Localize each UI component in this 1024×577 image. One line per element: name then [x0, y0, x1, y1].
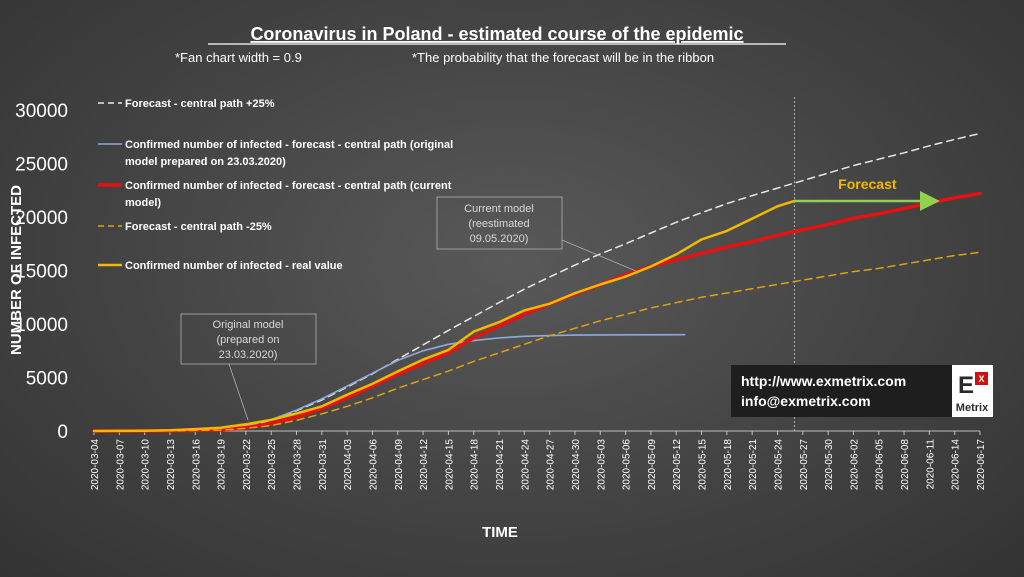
legend-label-current: Confirmed number of infected - forecast … [125, 180, 454, 209]
legend-label-original: Confirmed number of infected - forecast … [125, 139, 456, 168]
legend-label-original-line1: Confirmed number of infected - forecast … [125, 139, 453, 151]
x-tick-label: 2020-06-14 [951, 439, 962, 491]
x-tick-label: 2020-03-10 [141, 439, 152, 491]
x-tick-label: 2020-05-18 [723, 439, 734, 491]
annotation-current-model: Current model (reestimated 09.05.2020) [436, 196, 637, 272]
y-axis-label: NUMBER OF INFECTED [8, 185, 25, 355]
annotation-original-line1: Original model [213, 319, 284, 331]
legend-label-current-line2: model) [125, 197, 161, 209]
x-tick-label: 2020-05-06 [622, 439, 633, 491]
x-tick-label: 2020-04-18 [470, 439, 481, 491]
x-tick-label: 2020-05-24 [773, 439, 784, 491]
x-tick-label: 2020-04-09 [394, 439, 405, 491]
x-tick-label: 2020-06-08 [900, 439, 911, 491]
x-tick-label: 2020-03-07 [115, 439, 126, 491]
x-tick-label: 2020-03-25 [267, 439, 278, 491]
chart-title: Coronavirus in Poland - estimated course… [250, 24, 743, 44]
forecast-label: Forecast [838, 176, 897, 192]
contact-box-background [731, 365, 952, 417]
x-tick-label: 2020-05-21 [748, 439, 759, 491]
annotation-original-box [180, 313, 317, 365]
x-tick-label: 2020-05-09 [647, 439, 658, 491]
y-tick-label: 25000 [15, 155, 68, 176]
x-tick-label: 2020-05-12 [672, 439, 683, 491]
chart-subtitle-right: *The probability that the forecast will … [412, 50, 714, 65]
y-tick-label: 15000 [15, 262, 68, 283]
x-tick-label: 2020-04-12 [419, 439, 430, 491]
series-forecast-plus25 [93, 132, 981, 432]
legend: Forecast - central path +25% Confirmed n… [98, 98, 456, 272]
y-tick-label: 30000 [15, 101, 68, 122]
series-layer [92, 132, 982, 433]
x-tick-label: 2020-06-05 [875, 439, 886, 491]
contact-box: http://www.exmetrix.com info@exmetrix.co… [731, 365, 952, 417]
logo-name: Metrix [956, 402, 989, 414]
y-tick-label: 5000 [26, 369, 68, 390]
x-tick-label: 2020-05-27 [799, 439, 810, 491]
annotation-original-line3: 23.03.2020) [219, 349, 278, 361]
legend-label-plus25: Forecast - central path +25% [125, 98, 275, 110]
annotation-current-pointer [561, 239, 637, 272]
x-tick-label: 2020-04-06 [368, 439, 379, 491]
x-tick-label: 2020-03-19 [217, 439, 228, 491]
x-tick-label: 2020-04-03 [343, 439, 354, 491]
logo-letter-x: X [978, 374, 984, 384]
x-tick-label: 2020-03-31 [318, 439, 329, 491]
x-axis-label: TIME [482, 524, 518, 541]
series-original-model [93, 333, 686, 432]
x-tick-label: 2020-03-28 [293, 439, 304, 491]
x-tick-label: 2020-06-02 [849, 439, 860, 491]
x-tick-label: 2020-06-17 [976, 439, 987, 491]
x-tick-label: 2020-03-13 [166, 439, 177, 491]
exmetrix-logo: E X Metrix [952, 365, 993, 417]
x-tick-labels: 2020-03-04 2020-03-07 2020-03-10 2020-03-13… [90, 431, 987, 490]
contact-email[interactable]: info@exmetrix.com [741, 393, 871, 409]
legend-label-current-line1: Confirmed number of infected - forecast … [125, 180, 452, 192]
x-tick-label: 2020-06-11 [925, 439, 936, 490]
x-tick-label: 2020-04-27 [546, 439, 557, 491]
y-tick-label: 0 [57, 422, 68, 443]
y-tick-label: 10000 [15, 315, 68, 336]
x-tick-label: 2020-03-22 [242, 439, 253, 491]
chart-subtitle-left: *Fan chart width = 0.9 [175, 50, 302, 65]
x-tick-label: 2020-05-03 [596, 439, 607, 491]
x-tick-label: 2020-03-16 [191, 439, 202, 491]
x-tick-label: 2020-04-15 [444, 439, 455, 491]
x-tick-label: 2020-05-15 [698, 439, 709, 491]
legend-label-original-line2: model prepared on 23.03.2020) [125, 156, 286, 168]
logo-red-square [975, 372, 988, 385]
annotation-current-box [436, 196, 563, 250]
x-tick-label: 2020-04-24 [520, 439, 531, 491]
y-tick-label: 20000 [15, 208, 68, 229]
x-tick-label: 2020-05-30 [824, 439, 835, 491]
contact-url[interactable]: http://www.exmetrix.com [741, 373, 906, 389]
annotation-original-pointer [228, 363, 249, 421]
annotation-current-line2: (reestimated [468, 218, 529, 230]
x-tick-label: 2020-04-21 [495, 439, 506, 491]
annotation-current-line1: Current model [464, 203, 534, 215]
annotation-original-model: Original model (prepared on 23.03.2020) [180, 313, 317, 421]
logo-letter-e: E [958, 372, 974, 399]
series-real-value [92, 199, 796, 433]
legend-label-real: Confirmed number of infected - real valu… [125, 260, 343, 272]
series-forecast-minus25 [93, 251, 981, 432]
annotation-original-line2: (prepared on [217, 334, 280, 346]
y-tick-labels: 0 5000 10000 15000 20000 25000 30000 [15, 101, 68, 443]
legend-label-minus25: Forecast - central path -25% [125, 221, 272, 233]
x-tick-label: 2020-03-04 [90, 439, 101, 491]
annotation-current-line3: 09.05.2020) [470, 233, 529, 245]
x-tick-label: 2020-04-30 [571, 439, 582, 491]
